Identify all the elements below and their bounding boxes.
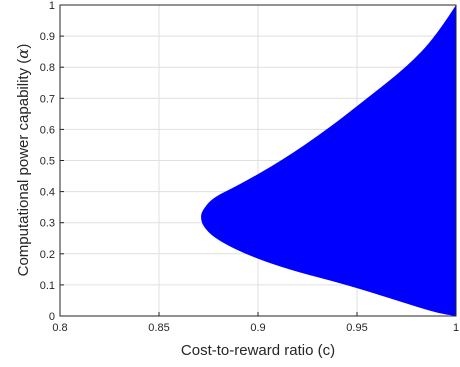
x-tick-label: 1 xyxy=(453,322,459,334)
x-tick-label: 0.8 xyxy=(52,322,67,334)
x-tick-label: 0.85 xyxy=(148,322,169,334)
x-tick-label: 0.9 xyxy=(250,322,265,334)
y-tick-label: 0.3 xyxy=(40,218,55,230)
y-axis-label: Computational power capability (α) xyxy=(14,44,32,277)
y-tick-label: 0.8 xyxy=(40,62,55,74)
x-tick-label: 0.95 xyxy=(346,322,367,334)
feasible-region xyxy=(201,5,456,316)
y-tick-label: 0.6 xyxy=(40,124,55,136)
y-axis-label-close: ) xyxy=(15,44,32,49)
y-tick-label: 0.9 xyxy=(40,31,55,43)
x-axis-ticks: 0.8 0.85 0.9 0.95 1 xyxy=(52,312,459,334)
y-tick-label: 0.5 xyxy=(40,156,55,168)
y-tick-label: 0.7 xyxy=(40,93,55,105)
y-tick-label: 0.4 xyxy=(40,187,55,199)
y-axis-label-text: Computational power capability ( xyxy=(15,59,32,277)
y-axis-ticks: 0 0.1 0.2 0.3 0.4 0.5 0.6 0.7 0.8 0.9 1 xyxy=(40,0,64,323)
x-axis-label: Cost-to-reward ratio (c) xyxy=(181,342,335,359)
y-tick-label: 0.2 xyxy=(40,249,55,261)
y-tick-label: 0 xyxy=(49,311,55,323)
y-tick-label: 1 xyxy=(49,0,55,12)
y-axis-label-symbol: α xyxy=(14,49,32,59)
y-tick-label: 0.1 xyxy=(40,280,55,292)
